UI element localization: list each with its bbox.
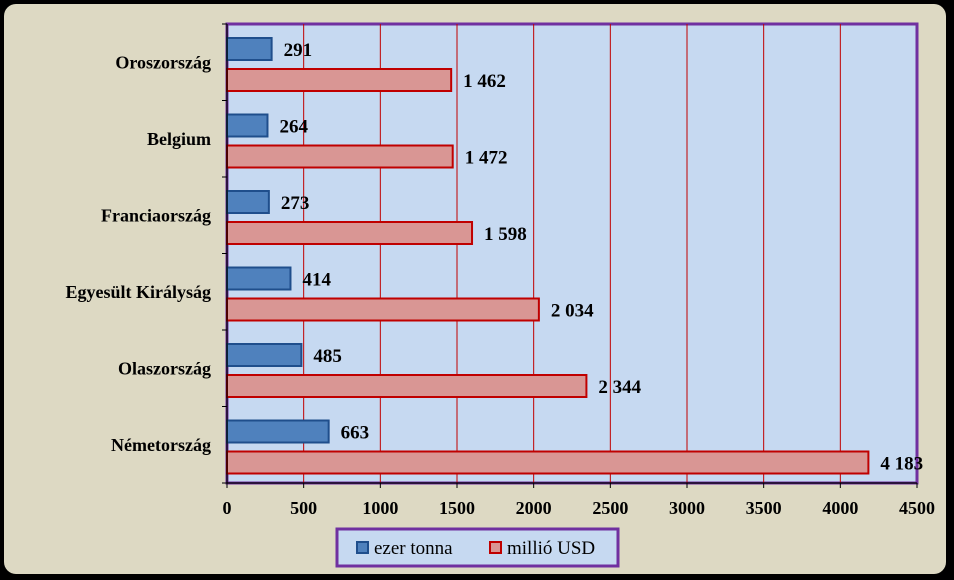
x-tick-label: 3000	[669, 498, 705, 518]
gridlines	[303, 24, 841, 483]
bar-ezer-tonna	[226, 343, 303, 367]
legend: ezer tonna millió USD	[335, 527, 620, 568]
plot-area	[225, 22, 919, 485]
bar-ezer-tonna	[226, 113, 269, 138]
x-tick-label: 4000	[822, 498, 858, 518]
category-label: Belgium	[147, 129, 211, 149]
legend-box	[335, 527, 620, 568]
bar-millio-usd	[226, 144, 454, 169]
x-tick-label: 0	[223, 498, 232, 518]
category-label: Franciaország	[101, 205, 211, 225]
category-label: Németország	[111, 435, 211, 455]
data-label: 273	[281, 193, 310, 214]
data-label: 1 598	[484, 224, 527, 245]
bar-millio-usd	[226, 68, 453, 92]
bar-ezer-tonna	[226, 419, 330, 444]
x-tick-label: 3500	[746, 498, 782, 518]
legend-swatch	[489, 541, 502, 554]
category-label: Oroszország	[115, 52, 211, 72]
data-label: 2 034	[551, 301, 594, 322]
data-label: 2 344	[598, 377, 641, 398]
x-tick-label: 1000	[362, 498, 398, 518]
data-label: 264	[279, 117, 308, 138]
legend-label: millió USD	[507, 538, 595, 559]
bar-millio-usd	[226, 450, 870, 475]
legend-label: ezer tonna	[374, 538, 453, 559]
x-tick-label: 4500	[899, 498, 935, 518]
data-label: 414	[302, 270, 331, 291]
x-tick-label: 2000	[516, 498, 552, 518]
data-label: 663	[341, 423, 370, 444]
data-label: 291	[284, 40, 313, 61]
x-tick-label: 2500	[592, 498, 628, 518]
legend-swatch	[356, 541, 369, 554]
category-label: Olaszország	[118, 358, 211, 378]
data-label: 1 472	[465, 148, 508, 169]
x-tick-labels: 0 500 1000 1500 2000 2500 3000 3500 4000 4500	[223, 498, 936, 518]
data-label: 1 462	[463, 71, 506, 92]
x-tick-label: 1500	[439, 498, 475, 518]
bar-millio-usd	[226, 297, 540, 322]
category-label: Egyesült Királyság	[65, 282, 211, 302]
data-label: 4 183	[880, 454, 923, 475]
bar-ezer-tonna	[226, 37, 273, 61]
axes	[222, 23, 918, 488]
data-label: 485	[313, 346, 342, 367]
x-tick-label: 500	[290, 498, 317, 518]
bar-millio-usd	[226, 374, 588, 398]
bar-millio-usd	[226, 221, 474, 245]
bars: 291 1 462 264 1 472 273 1 598 414 2 034 485 2 344…	[226, 37, 923, 475]
category-labels: Oroszország Belgium Franciaország Egyesült …	[65, 52, 211, 455]
bar-ezer-tonna	[226, 266, 292, 291]
bar-ezer-tonna	[226, 190, 270, 214]
